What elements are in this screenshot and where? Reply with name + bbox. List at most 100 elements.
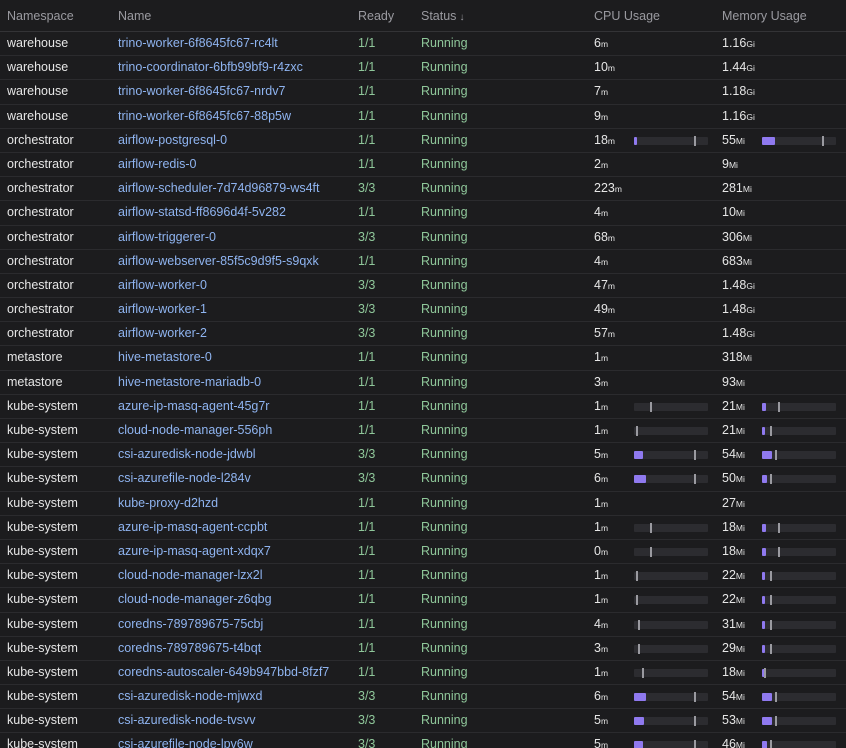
cpu-usage-unit: m — [600, 498, 609, 509]
table-row[interactable]: orchestrator airflow-postgresql-0 1/1 Runni… — [0, 129, 846, 153]
cpu-usage-value: 3 — [594, 374, 601, 389]
memory-usage-cell: 1.18Gi — [722, 80, 755, 104]
table-row[interactable]: kube-system azure-ip-masq-agent-ccpbt 1/1 R… — [0, 516, 846, 540]
header-namespace[interactable]: Namespace — [7, 9, 74, 23]
ready-cell: 3/3 — [358, 302, 376, 317]
table-row[interactable]: kube-system csi-azuredisk-node-jdwbl 3/3 Ru… — [0, 443, 846, 468]
memory-usage-bar-fill — [762, 523, 766, 532]
table-row[interactable]: kube-system azure-ip-masq-agent-45g7r 1/1 R… — [0, 395, 846, 419]
pod-name-link[interactable]: airflow-worker-2 — [118, 326, 207, 341]
pod-name-link[interactable]: trino-worker-6f8645fc67-88p5w — [118, 108, 292, 123]
table-row[interactable]: kube-system coredns-789789675-t4bqt 1/1 Run… — [0, 637, 846, 661]
status-cell: Running — [421, 374, 468, 389]
pod-name-link[interactable]: trino-worker-6f8645fc67-rc4lt — [118, 36, 278, 50]
cpu-usage-cell: 1m — [594, 661, 608, 685]
memory-usage-bar — [762, 740, 836, 748]
table-row[interactable]: orchestrator airflow-triggerer-0 3/3 Runnin… — [0, 226, 846, 250]
pod-name-link[interactable]: kube-proxy-d2hzd — [118, 495, 219, 510]
memory-usage-unit: Mi — [735, 692, 745, 703]
memory-usage-cell: 1.16Gi — [722, 105, 755, 129]
table-row[interactable]: kube-system coredns-789789675-75cbj 1/1 Run… — [0, 613, 846, 637]
pod-name-link[interactable]: cloud-node-manager-z6qbg — [118, 592, 272, 607]
table-row[interactable]: warehouse trino-worker-6f8645fc67-88p5w 1/… — [0, 105, 846, 129]
table-row[interactable]: kube-system azure-ip-masq-agent-xdqx7 1/1 R… — [0, 540, 846, 565]
table-row[interactable]: orchestrator airflow-redis-0 1/1 Running 2m 9… — [0, 153, 846, 178]
ready-cell: 1/1 — [358, 253, 376, 268]
header-ready[interactable]: Ready — [358, 9, 395, 23]
memory-usage-cell: 54Mi — [722, 443, 745, 467]
pod-name-link[interactable]: airflow-postgresql-0 — [118, 132, 228, 147]
table-row[interactable]: kube-system coredns-autoscaler-649b947bbd… — [0, 661, 846, 686]
table-row[interactable]: kube-system cloud-node-manager-lzx2l 1/1 Ru… — [0, 564, 846, 589]
table-row[interactable]: kube-system cloud-node-manager-556ph 1/1 Ru… — [0, 419, 846, 444]
status-cell: Running — [421, 592, 468, 607]
memory-usage-unit: Mi — [735, 740, 745, 748]
header-memory-usage[interactable]: Memory Usage — [722, 9, 807, 23]
cpu-usage-value: 2 — [594, 156, 601, 171]
table-row[interactable]: warehouse trino-worker-6f8645fc67-rc4lt 1/… — [0, 32, 846, 57]
ready-cell: 1/1 — [358, 156, 376, 171]
table-row[interactable]: metastore hive-metastore-mariadb-0 1/1 Runn… — [0, 371, 846, 395]
pod-name-link[interactable]: coredns-789789675-75cbj — [118, 616, 264, 631]
table-row[interactable]: orchestrator airflow-worker-0 3/3 Running 47… — [0, 274, 846, 299]
table-row[interactable]: orchestrator airflow-worker-1 3/3 Running 49… — [0, 298, 846, 323]
pod-name-link[interactable]: azure-ip-masq-agent-45g7r — [118, 398, 270, 413]
pod-name-link[interactable]: csi-azurefile-node-lpv6w — [118, 737, 253, 748]
cpu-usage-bar — [634, 643, 708, 654]
table-row[interactable]: kube-system csi-azurefile-node-lpv6w 3/3 Ru… — [0, 733, 846, 748]
pod-name-link[interactable]: trino-coordinator-6bfb99bf9-r4zxc — [118, 60, 303, 75]
pod-name-link[interactable]: airflow-worker-1 — [118, 302, 207, 317]
cpu-usage-unit: m — [600, 571, 609, 582]
header-status-label: Status — [421, 9, 457, 23]
cpu-usage-value: 4 — [594, 616, 601, 631]
cpu-usage-bar — [634, 426, 708, 436]
pod-name-link[interactable]: cloud-node-manager-556ph — [118, 423, 273, 437]
memory-usage-cell: 21Mi — [722, 395, 745, 419]
memory-usage-unit: Mi — [742, 353, 752, 364]
table-row[interactable]: warehouse trino-worker-6f8645fc67-nrdv7 1/… — [0, 80, 846, 105]
header-status[interactable]: Status ↓ — [421, 0, 464, 34]
table-row[interactable]: orchestrator airflow-statsd-ff8696d4f-5v2… — [0, 201, 846, 226]
table-row[interactable]: orchestrator airflow-webserver-85f5c9d9f5… — [0, 250, 846, 274]
header-cpu-usage[interactable]: CPU Usage — [594, 9, 660, 23]
pod-name-link[interactable]: airflow-statsd-ff8696d4f-5v282 — [118, 205, 286, 220]
pod-name-link[interactable]: coredns-autoscaler-649b947bbd-8fzf7 — [118, 664, 330, 679]
pod-name-link[interactable]: hive-metastore-mariadb-0 — [118, 374, 262, 389]
pod-name-link[interactable]: azure-ip-masq-agent-ccpbt — [118, 519, 268, 534]
cpu-usage-cell: 5m — [594, 733, 608, 748]
table-row[interactable]: kube-system csi-azuredisk-node-tvsvv 3/3 Ru… — [0, 709, 846, 734]
pod-name-link[interactable]: csi-azurefile-node-l284v — [118, 471, 251, 486]
memory-usage-unit: Mi — [735, 667, 745, 678]
pod-name-link[interactable]: csi-azuredisk-node-mjwxd — [118, 689, 263, 704]
cpu-usage-unit: m — [614, 184, 622, 195]
table-row[interactable]: orchestrator airflow-scheduler-7d74d96879… — [0, 177, 846, 202]
table-row[interactable]: kube-system csi-azuredisk-node-mjwxd 3/3 Ru… — [0, 685, 846, 710]
table-row[interactable]: orchestrator airflow-worker-2 3/3 Running 57… — [0, 322, 846, 347]
pod-name-link[interactable]: coredns-789789675-t4bqt — [118, 640, 262, 655]
status-cell: Running — [421, 36, 468, 50]
pod-name-link[interactable]: trino-worker-6f8645fc67-nrdv7 — [118, 84, 286, 99]
namespace-cell: orchestrator — [7, 181, 74, 196]
table-row[interactable]: warehouse trino-coordinator-6bfb99bf9-r4z… — [0, 56, 846, 81]
table-row[interactable]: metastore hive-metastore-0 1/1 Running 1m 318… — [0, 346, 846, 371]
pod-name-link[interactable]: csi-azuredisk-node-tvsvv — [118, 713, 256, 728]
table-row[interactable]: kube-system cloud-node-manager-z6qbg 1/1 Ru… — [0, 588, 846, 613]
memory-usage-bar-limit-marker — [770, 619, 773, 630]
pod-name-link[interactable]: airflow-webserver-85f5c9d9f5-s9qxk — [118, 253, 319, 268]
table-row[interactable]: kube-system kube-proxy-d2hzd 1/1 Running 1m 2… — [0, 492, 846, 516]
pod-name-link[interactable]: airflow-scheduler-7d74d96879-ws4ft — [118, 181, 320, 196]
pod-name-link[interactable]: airflow-triggerer-0 — [118, 229, 216, 244]
namespace-cell: warehouse — [7, 60, 69, 75]
memory-usage-unit: Mi — [735, 716, 745, 727]
table-row[interactable]: kube-system csi-azurefile-node-l284v 3/3 Ru… — [0, 467, 846, 492]
pod-name-link[interactable]: hive-metastore-0 — [118, 350, 212, 365]
header-name[interactable]: Name — [118, 9, 152, 23]
cpu-usage-cell: 57m — [594, 322, 615, 346]
pod-name-link[interactable]: azure-ip-masq-agent-xdqx7 — [118, 543, 271, 558]
pod-name-link[interactable]: airflow-worker-0 — [118, 277, 207, 292]
pod-name-link[interactable]: cloud-node-manager-lzx2l — [118, 568, 263, 583]
pod-name-link[interactable]: csi-azuredisk-node-jdwbl — [118, 447, 256, 462]
cpu-usage-bar-fill — [634, 451, 643, 460]
cpu-usage-bar-fill — [634, 741, 643, 748]
pod-name-link[interactable]: airflow-redis-0 — [118, 156, 197, 171]
